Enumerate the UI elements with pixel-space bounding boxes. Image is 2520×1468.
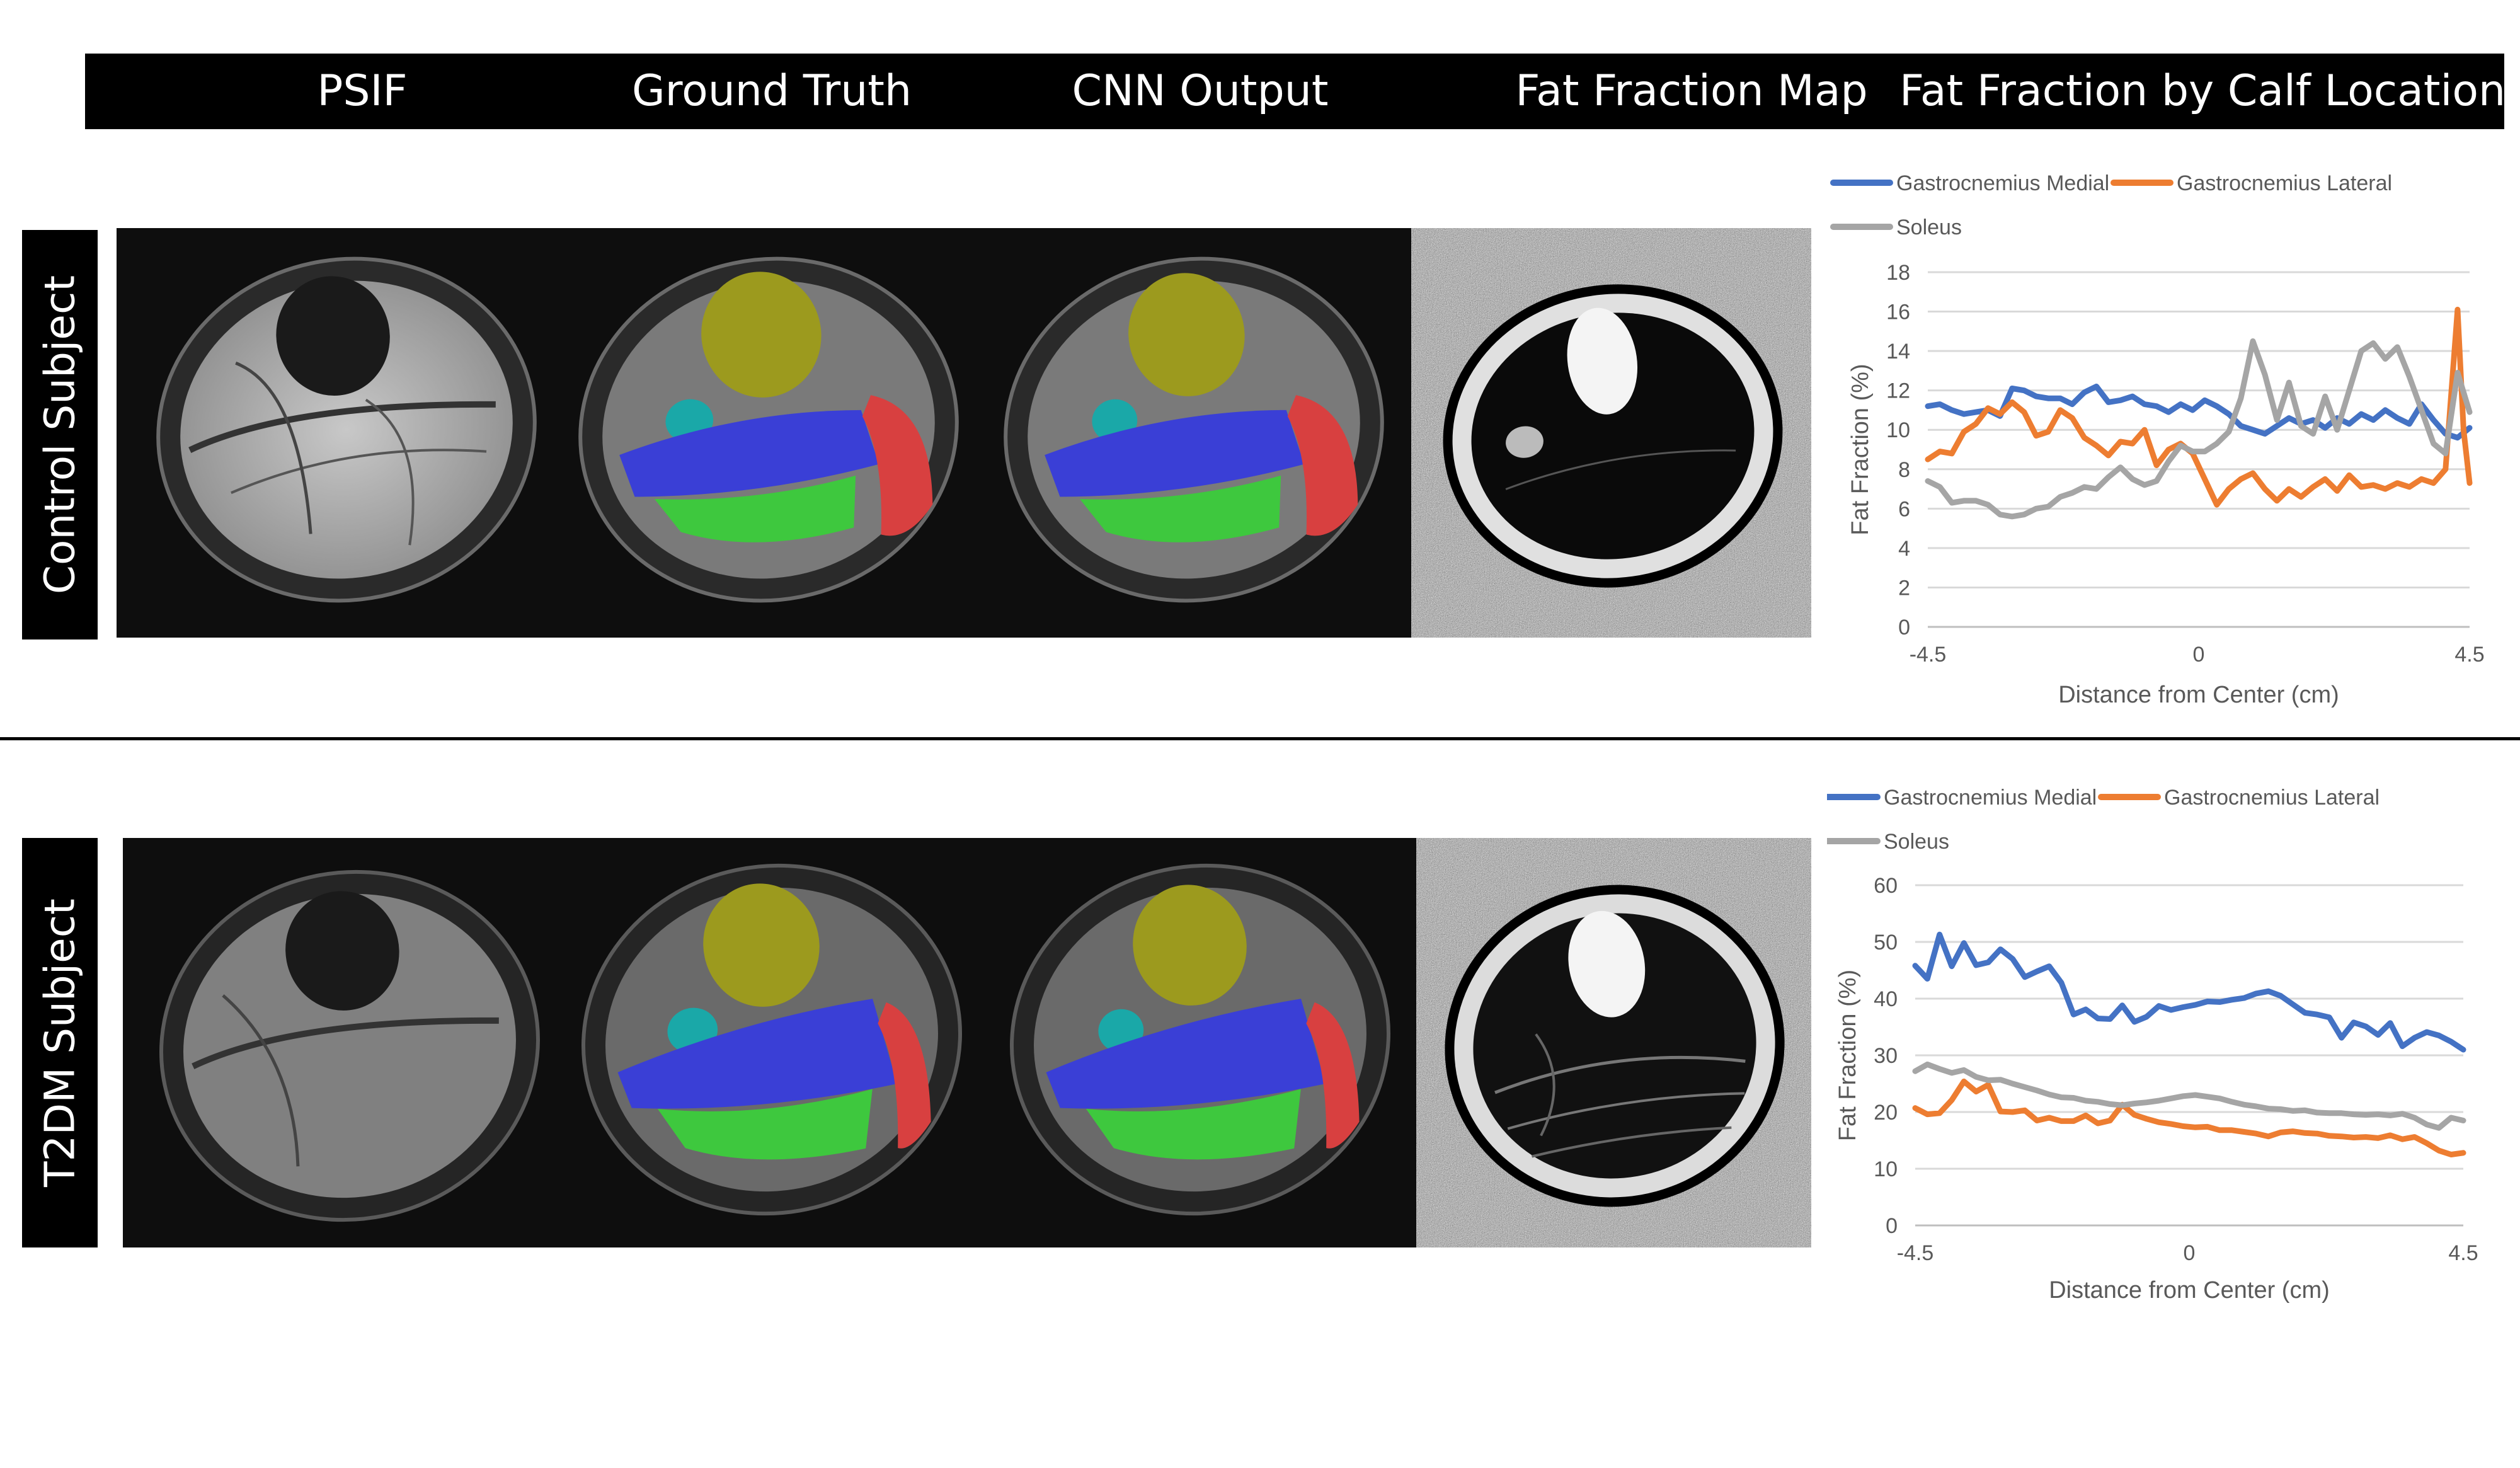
- series-line-gastrocnemius-medial: [1925, 383, 2473, 441]
- series-line-gastrocnemius-medial: [1912, 931, 2466, 1053]
- row-divider: [0, 737, 2520, 740]
- row-label-control: Control Subject: [22, 230, 98, 639]
- series-line-soleus: [1912, 1061, 2466, 1131]
- y-tick-label: 30: [1874, 1044, 1898, 1068]
- t2dm-fat-fraction-chart: 0 10 20 30 40 50 60 -4.5 0 4.5 Distance from Cente…: [1827, 786, 2478, 1304]
- header-ground-truth: Ground Truth: [631, 66, 912, 116]
- x-axis-label: Distance from Center (cm): [2049, 1277, 2330, 1304]
- x-tick-label: 4.5: [2454, 643, 2484, 667]
- y-tick-label: 60: [1874, 874, 1898, 898]
- control-fat-fraction-map: [1411, 228, 1811, 638]
- x-tick-label: -4.5: [1910, 643, 1947, 667]
- header-cnn-output: CNN Output: [1072, 66, 1329, 116]
- y-tick-label: 6: [1898, 497, 1910, 521]
- column-header-bar: PSIF Ground Truth CNN Output Fat Fractio…: [85, 54, 2506, 129]
- t2dm-image-strip: [123, 838, 1418, 1247]
- legend-label: Soleus: [1896, 215, 1962, 239]
- y-tick-label: 40: [1874, 987, 1898, 1011]
- legend-label: Gastrocnemius Lateral: [2164, 786, 2380, 810]
- t2dm-psif-image: [123, 838, 554, 1247]
- row-label-control-text: Control Subject: [35, 275, 84, 595]
- legend-label: Gastrocnemius Medial: [1896, 171, 2109, 195]
- y-tick-label: 10: [1874, 1157, 1898, 1181]
- legend-label: Gastrocnemius Lateral: [2177, 171, 2392, 195]
- y-tick-label: 16: [1886, 301, 1910, 324]
- control-cnn-output-image: [980, 228, 1411, 638]
- y-tick-label: 8: [1898, 458, 1910, 482]
- x-tick-label: -4.5: [1897, 1241, 1934, 1265]
- y-axis-label: Fat Fraction (%): [1847, 364, 1874, 535]
- control-ground-truth-image: [548, 228, 980, 638]
- t2dm-fat-fraction-map: [1416, 838, 1811, 1247]
- t2dm-cnn-output-image: [986, 838, 1418, 1247]
- legend-label: Soleus: [1884, 830, 1949, 854]
- y-tick-label: 14: [1886, 340, 1910, 364]
- legend-label: Gastrocnemius Medial: [1884, 786, 2097, 810]
- y-tick-label: 50: [1874, 931, 1898, 955]
- y-tick-label: 10: [1886, 418, 1910, 442]
- row-label-t2dm: T2DM Subject: [22, 838, 98, 1247]
- header-fat-fraction-map: Fat Fraction Map: [1515, 66, 1868, 116]
- t2dm-ground-truth-image: [554, 838, 986, 1247]
- y-tick-label: 12: [1886, 379, 1910, 403]
- y-tick-label: 0: [1886, 1214, 1898, 1238]
- header-fat-fraction-by-calf-location: Fat Fraction by Calf Location: [1899, 66, 2506, 116]
- x-tick-label: 0: [2193, 643, 2205, 667]
- control-psif-image: [117, 228, 548, 638]
- y-tick-label: 20: [1874, 1101, 1898, 1125]
- control-image-strip: [117, 228, 1411, 638]
- row-label-t2dm-text: T2DM Subject: [35, 898, 84, 1187]
- header-psif: PSIF: [317, 66, 408, 116]
- x-tick-label: 0: [2184, 1241, 2196, 1265]
- series-line-gastrocnemius-lateral: [1912, 1078, 2466, 1157]
- y-axis-label: Fat Fraction (%): [1835, 970, 1861, 1141]
- y-tick-label: 18: [1886, 261, 1910, 285]
- x-tick-label: 4.5: [2448, 1241, 2478, 1265]
- y-tick-label: 0: [1898, 616, 1910, 639]
- y-tick-label: 4: [1898, 537, 1910, 561]
- y-tick-label: 2: [1898, 576, 1910, 600]
- x-axis-label: Distance from Center (cm): [2058, 682, 2339, 708]
- series-line-soleus: [1925, 338, 2473, 520]
- series-line-gastrocnemius-lateral: [1925, 306, 2473, 508]
